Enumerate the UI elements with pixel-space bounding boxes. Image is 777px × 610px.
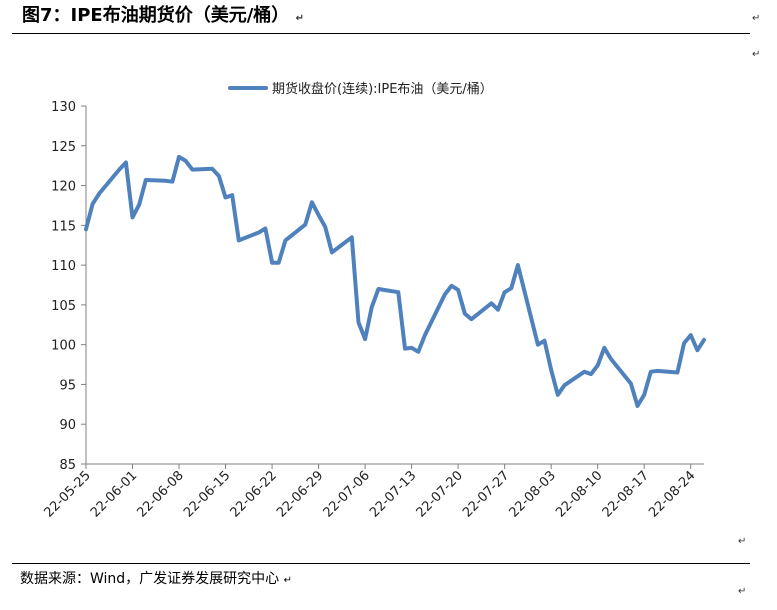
x-tick-label: 22-07-20: [414, 468, 466, 520]
x-tick-label: 22-06-01: [88, 468, 140, 520]
y-tick-label: 90: [59, 418, 76, 433]
x-tick-label: 22-06-15: [181, 468, 233, 520]
chart-legend: 期货收盘价(连续):IPE布油（美元/桶）: [228, 81, 493, 97]
y-tick-label: 120: [51, 180, 76, 195]
x-tick-label: 22-07-27: [460, 468, 512, 520]
x-tick-label: 22-06-29: [274, 468, 326, 520]
source-rule: [12, 563, 750, 564]
x-tick-label: 22-05-25: [41, 468, 93, 520]
title-rule: [12, 33, 750, 34]
x-tick-label: 22-08-24: [646, 468, 698, 520]
x-tick-label: 22-08-10: [553, 468, 605, 520]
x-tick-label: 22-06-22: [228, 468, 280, 520]
y-axis-ticks: 85 90 95 100 105 110 115 120 125 130: [51, 100, 86, 473]
y-tick-label: 105: [51, 299, 76, 314]
paragraph-mark: ↵: [752, 49, 761, 60]
x-tick-label: 22-08-17: [600, 468, 652, 520]
y-tick-label: 125: [51, 140, 76, 155]
chart-axes: [85, 106, 704, 465]
y-tick-label: 95: [59, 378, 76, 393]
figure-title-text: 图7：IPE布油期货价（美元/桶）: [22, 5, 290, 26]
paragraph-mark: ↵: [283, 575, 293, 586]
x-tick-label: 22-07-06: [321, 468, 373, 520]
y-tick-label: 115: [51, 219, 76, 234]
paragraph-mark: ↵: [752, 13, 761, 24]
figure-title: 图7：IPE布油期货价（美元/桶） ↵: [22, 5, 304, 27]
y-tick-label: 110: [51, 259, 76, 274]
source-text: 数据来源：Wind，广发证券发展研究中心: [20, 571, 280, 587]
paragraph-mark: ↵: [738, 536, 747, 547]
legend-label: 期货收盘价(连续):IPE布油（美元/桶）: [272, 81, 493, 97]
x-tick-label: 22-07-13: [367, 468, 419, 520]
y-tick-label: 100: [51, 339, 76, 354]
paragraph-mark: ↵: [738, 586, 747, 597]
x-axis-ticks: 22-05-2522-06-0122-06-0822-06-1522-06-22…: [41, 464, 699, 521]
y-tick-label: 85: [59, 458, 76, 473]
series-line-ipe-brent: [84, 154, 706, 408]
y-tick-label: 130: [51, 100, 76, 115]
chart-series: [84, 154, 706, 408]
x-tick-label: 22-06-08: [135, 468, 187, 520]
x-tick-label: 22-08-03: [507, 468, 559, 520]
source-note: 数据来源：Wind，广发证券发展研究中心 ↵: [20, 570, 292, 590]
paragraph-mark: ↵: [295, 13, 304, 24]
